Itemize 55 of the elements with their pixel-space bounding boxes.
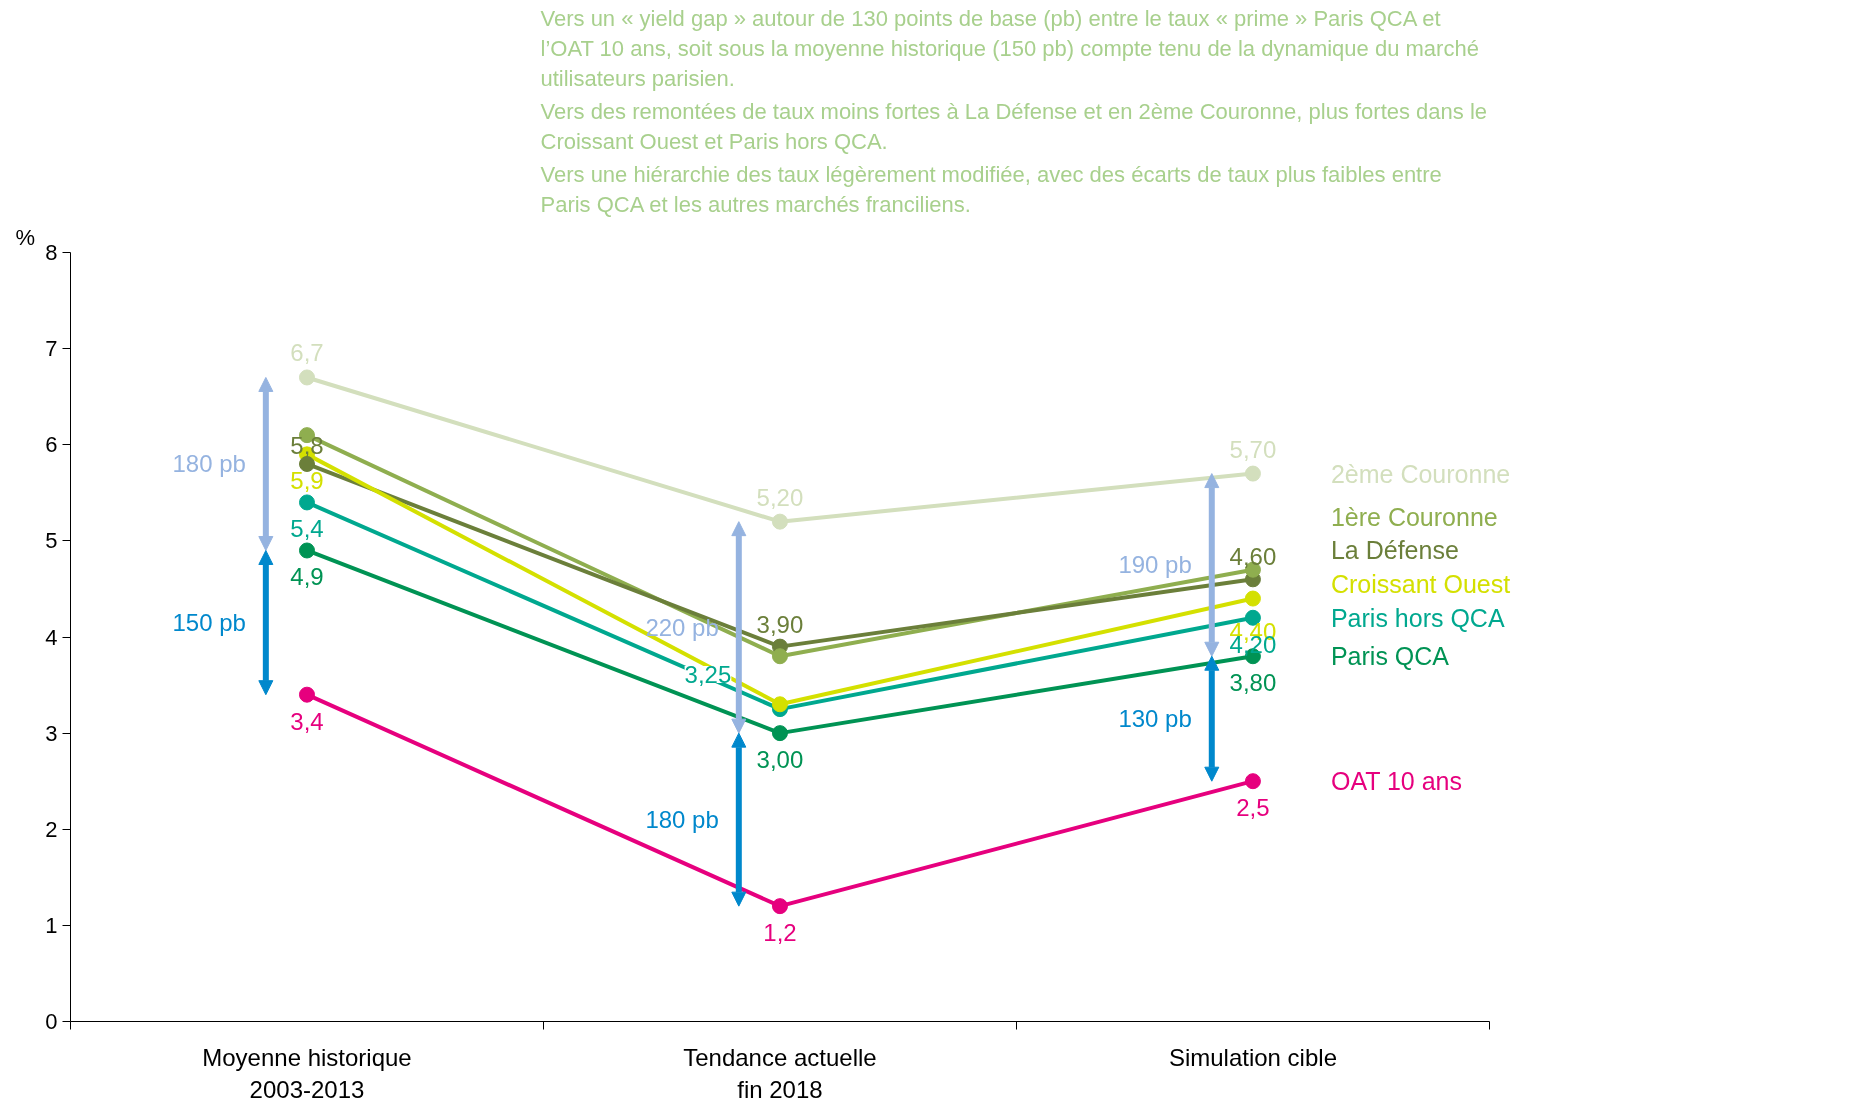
annotation: 190 pb xyxy=(1118,551,1192,579)
text: Paris hors QCA xyxy=(1330,603,1505,632)
point xyxy=(298,369,315,386)
data-label: 3,80 xyxy=(1229,669,1277,697)
point xyxy=(771,696,788,713)
point xyxy=(1244,465,1261,482)
y-tick-label: 3 xyxy=(45,720,58,746)
text: OAT 10 ans xyxy=(1330,767,1463,796)
y-tick-label: 2 xyxy=(45,816,58,842)
data-label: 5,9 xyxy=(290,467,324,495)
text: Paris QCA xyxy=(1330,642,1450,671)
text: Croissant Ouest xyxy=(1330,570,1511,599)
y-axis-title: % xyxy=(15,224,36,250)
y-tick-label: 6 xyxy=(45,432,58,458)
text: 1ère Couronne xyxy=(1330,502,1498,531)
annotation: 180 pb xyxy=(172,450,246,478)
data-label: 3,25 xyxy=(684,661,732,689)
text: Vers une hiérarchie des taux légèrement modifiée, avec des écarts de taux plus faibles entre Paris QCA et les autres marchés franciliens. xyxy=(540,161,1442,217)
text: La Défense xyxy=(1330,536,1459,565)
text: Vers un « yield gap » autour de 130 points de base (pb) entre le taux « prime » Paris QCA et l’OAT 10 ans, soit sous la moyenne historique (150 pb) compte tenu de la dynamique du marché utilisateurs parisien. xyxy=(540,5,1479,91)
point xyxy=(771,898,788,915)
y-tick-label: 4 xyxy=(45,624,58,650)
point xyxy=(1244,773,1261,790)
data-label: 3,4 xyxy=(290,707,324,735)
point xyxy=(298,494,315,511)
x-tick-label: Tendance actuelle fin 2018 xyxy=(683,1043,877,1103)
data-label: 3,00 xyxy=(756,746,804,774)
y-tick-label: 5 xyxy=(45,528,58,554)
data-label: 6,7 xyxy=(290,339,324,367)
x-tick-label: Simulation cible xyxy=(1168,1043,1337,1071)
data-label: 2,5 xyxy=(1236,794,1270,822)
data-label: 5,4 xyxy=(290,515,324,543)
annotation: 180 pb xyxy=(645,806,719,834)
data-label: 3,90 xyxy=(756,610,804,638)
x-tick-label: Moyenne historique 2003-2013 xyxy=(202,1043,412,1103)
point xyxy=(298,455,315,472)
annotation: 130 pb xyxy=(1118,705,1192,733)
text: 2ème Couronne xyxy=(1330,459,1511,488)
data-label: 1,2 xyxy=(763,919,797,947)
text: Vers des remontées de taux moins fortes à La Défense et en 2ème Couronne, plus fortes dans le Croissant Ouest et Paris hors QCA. xyxy=(540,98,1488,154)
annotation: 150 pb xyxy=(172,609,246,637)
y-tick-label: 0 xyxy=(45,1009,58,1034)
point xyxy=(771,725,788,742)
data-label: 5,20 xyxy=(756,483,804,511)
point xyxy=(771,513,788,530)
data-label: 4,9 xyxy=(290,563,324,591)
data-label: 4,60 xyxy=(1229,543,1277,571)
data-label: 5,70 xyxy=(1229,435,1277,463)
point xyxy=(1244,590,1261,607)
y-tick-label: 1 xyxy=(45,912,58,938)
y-tick-label: 7 xyxy=(45,336,58,362)
point xyxy=(298,686,315,703)
point xyxy=(771,648,788,665)
y-tick-label: 8 xyxy=(45,240,58,265)
point xyxy=(298,542,315,559)
